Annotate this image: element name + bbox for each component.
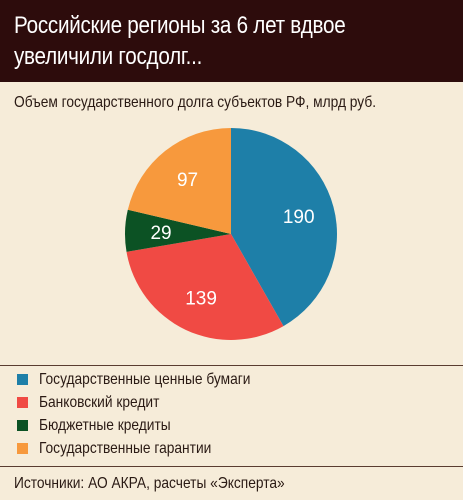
legend-item-1: Государственные ценные бумаги [0, 368, 463, 391]
legend-item-2: Банковский кредит [0, 391, 463, 414]
title-line-1: Российские регионы за 6 лет вдвое [14, 12, 346, 39]
pie-slice-4 [127, 128, 231, 234]
legend-label: Государственные гарантии [39, 439, 212, 457]
legend-item-3: Бюджетные кредиты [0, 414, 463, 437]
legend-swatch [17, 420, 28, 431]
slice-value-label-1: 190 [283, 207, 315, 228]
header-banner: Российские регионы за 6 лет вдвое увелич… [0, 0, 463, 82]
title-line-2: увеличили госдолг... [14, 43, 203, 70]
slice-value-label-3: 29 [150, 223, 171, 244]
slice-value-label-2: 139 [185, 288, 217, 309]
legend-label: Государственные ценные бумаги [39, 370, 251, 388]
legend-swatch [17, 374, 28, 385]
chart-subtitle: Объем государственного долга субъектов Р… [14, 94, 377, 111]
source-footer: Источники: АО АКРА, расчеты «Эксперта» [0, 466, 463, 500]
slice-value-label-4: 97 [177, 170, 198, 191]
source-text: Источники: АО АКРА, расчеты «Эксперта» [14, 475, 285, 492]
legend-label: Бюджетные кредиты [39, 416, 171, 434]
legend-swatch [17, 443, 28, 454]
pie-slice-1 [231, 128, 337, 327]
pie-slice-3 [125, 209, 231, 252]
pie-slice-2 [126, 234, 284, 340]
legend-item-4: Государственные гарантии [0, 437, 463, 460]
legend: Государственные ценные бумаги Банковский … [0, 365, 463, 460]
pie-chart: 190 139 29 97 [125, 128, 337, 340]
legend-label: Банковский кредит [39, 393, 160, 411]
legend-swatch [17, 397, 28, 408]
